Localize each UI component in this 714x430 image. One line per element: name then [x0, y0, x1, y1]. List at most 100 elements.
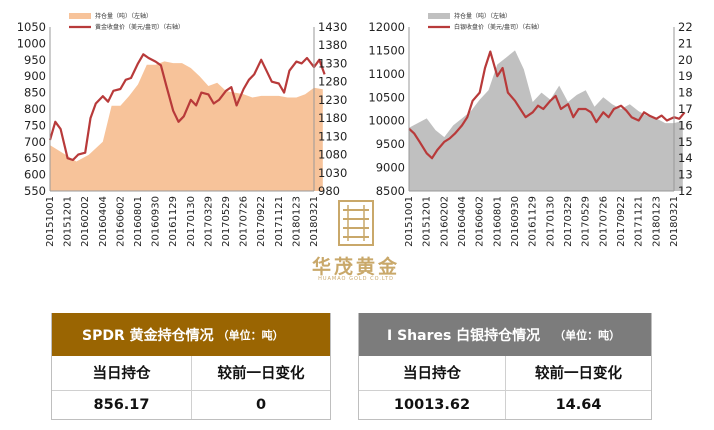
silver-ytick-right: 16: [678, 118, 693, 132]
silver-price-line: [408, 50, 686, 160]
gold-xtick: 20180321: [309, 196, 320, 247]
silver-xtick: 20180123: [651, 196, 662, 247]
logo-name: 华茂黄金: [311, 256, 400, 278]
silver-xtick: 20160602: [475, 196, 486, 247]
gold-ytick-left: 550: [24, 184, 46, 198]
silver-ytick-right: 15: [678, 135, 693, 149]
silver-ytick-right: 14: [678, 151, 693, 165]
gold-xtick: 20160202: [80, 196, 91, 247]
gold-ytick-left: 700: [24, 135, 46, 149]
silver-ytick-right: 21: [678, 36, 693, 50]
silver-legend-swatch-holdings: [428, 13, 450, 19]
silver-ytick-right: 22: [678, 20, 693, 34]
silver-xtick: 20151001: [404, 196, 415, 247]
silver-holdings-table: 当日持仓 较前一日变化 10013.62 14.64: [359, 356, 651, 419]
silver-ytick-left: 12000: [368, 20, 405, 34]
gold-xtick: 20170529: [221, 196, 232, 247]
silver-legend: 持仓量（吨）（左轴） 白银收盘价（美元/盎司）（右轴）: [428, 12, 543, 31]
silver-ytick-left: 10500: [368, 90, 405, 104]
gold-ytick-right: 1280: [318, 75, 347, 89]
silver-holding-value: 10013.62: [359, 389, 505, 420]
gold-xtick: 20180123: [291, 196, 302, 247]
charts-area: 550 600 650 700 750 800 850 900 950 1000 1050 980 10…: [17, 12, 693, 247]
silver-xtick: 20160801: [492, 196, 503, 247]
gold-change-value: 0: [191, 389, 330, 419]
silver-panel-title: I Shares 白银持仓情况: [387, 327, 541, 344]
gold-ytick-right: 1080: [318, 148, 347, 162]
silver-ytick-left: 11000: [368, 67, 405, 81]
logo-subtitle: HUAMAO GOLD CO.LTD: [318, 276, 394, 282]
silver-ytick-left: 11500: [368, 43, 405, 57]
silver-ytick-left: 8500: [376, 184, 405, 198]
gold-xtick: 20160602: [115, 196, 126, 247]
gold-price-line: [48, 53, 326, 162]
silver-ytick-right: 12: [678, 184, 693, 198]
gold-col-change-header: 较前一日变化: [191, 356, 330, 390]
gold-ytick-right: 1230: [318, 93, 347, 107]
gold-legend-label: 黄金收盘价（美元/盎司）（右轴）: [95, 23, 184, 31]
gold-panel-title: SPDR 黄金持仓情况: [82, 327, 214, 344]
silver-xtick: 20170529: [581, 196, 592, 247]
silver-panel-header: I Shares 白银持仓情况 （单位：吨）: [359, 313, 651, 356]
silver-xtick: 20171121: [634, 196, 645, 247]
gold-ytick-right: 1030: [318, 166, 347, 180]
gold-xtick: 20170726: [239, 196, 250, 247]
gold-ytick-left: 750: [24, 118, 46, 132]
gold-xtick: 20160404: [98, 196, 109, 247]
gold-ytick-left: 900: [24, 69, 46, 83]
gold-ytick-right: 1380: [318, 38, 347, 52]
gold-ytick-right: 1430: [318, 20, 347, 34]
silver-ytick-right: 19: [678, 69, 693, 83]
gold-legend-swatch-holdings: [69, 13, 91, 19]
silver-change-value: 14.64: [505, 389, 651, 419]
silver-xtick: 20170130: [545, 196, 556, 247]
gold-xtick: 20170329: [203, 196, 214, 247]
silver-legend-label: 持仓量（吨）（左轴）: [454, 12, 511, 20]
gold-panel-header: SPDR 黄金持仓情况 （单位：吨）: [52, 313, 330, 356]
silver-xtick: 20160202: [439, 196, 450, 247]
gold-holdings-table: 当日持仓 较前一日变化 856.17 0: [52, 356, 330, 419]
gold-xtick: 20151201: [63, 196, 74, 247]
gold-ytick-right: 1130: [318, 129, 347, 143]
gold-xtick: 20161129: [168, 196, 179, 247]
silver-ytick-right: 17: [678, 102, 693, 116]
gold-holding-value: 856.17: [52, 389, 191, 420]
logo-mark-icon: [338, 200, 374, 246]
silver-col-change-header: 较前一日变化: [505, 356, 651, 390]
silver-legend-label: 白银收盘价（美元/盎司）（右轴）: [454, 23, 543, 31]
gold-xtick: 20170922: [256, 196, 267, 247]
gold-holdings-panel: SPDR 黄金持仓情况 （单位：吨） 当日持仓 较前一日变化 856.17 0: [51, 313, 331, 420]
gold-holdings-area: [50, 61, 323, 192]
gold-ytick-left: 950: [24, 53, 46, 67]
gold-xtick: 20151001: [45, 196, 56, 247]
gold-xtick: 20171121: [274, 196, 285, 247]
gold-col-holding-header: 当日持仓: [92, 366, 151, 383]
silver-holdings-panel: I Shares 白银持仓情况 （单位：吨） 当日持仓 较前一日变化 10013…: [358, 313, 652, 420]
silver-xtick: 20160930: [510, 196, 521, 247]
silver-ytick-left: 10000: [368, 114, 405, 128]
huamao-logo: 华茂黄金 HUAMAO GOLD CO.LTD: [296, 196, 416, 296]
gold-ytick-right: 1330: [318, 56, 347, 70]
gold-ytick-left: 1000: [17, 36, 46, 50]
silver-xtick: 20161129: [528, 196, 539, 247]
silver-ytick-left: 9500: [376, 137, 405, 151]
gold-legend: 持仓量（吨）（左轴） 黄金收盘价（美元/盎司）（右轴）: [69, 12, 184, 31]
silver-panel-unit: （单位：吨）: [554, 328, 621, 342]
gold-ytick-right: 1180: [318, 111, 347, 125]
gold-legend-label: 持仓量（吨）（左轴）: [95, 12, 152, 20]
gold-ytick-left: 600: [24, 168, 46, 182]
silver-xtick: 20170922: [616, 196, 627, 247]
silver-xtick: 20151201: [422, 196, 433, 247]
silver-col-holding-header: 当日持仓: [403, 366, 461, 383]
gold-xtick: 20160930: [151, 196, 162, 247]
silver-xtick: 20170726: [598, 196, 609, 247]
silver-ytick-right: 20: [678, 53, 693, 67]
silver-ytick-right: 13: [678, 168, 693, 182]
gold-panel-unit: （单位：吨）: [217, 328, 284, 342]
silver-xtick: 20160404: [457, 196, 468, 247]
gold-xtick: 20160801: [133, 196, 144, 247]
gold-xtick: 20170130: [186, 196, 197, 247]
silver-ytick-right: 18: [678, 86, 693, 100]
gold-ytick-right: 980: [318, 184, 340, 198]
silver-ytick-left: 9000: [376, 161, 405, 175]
